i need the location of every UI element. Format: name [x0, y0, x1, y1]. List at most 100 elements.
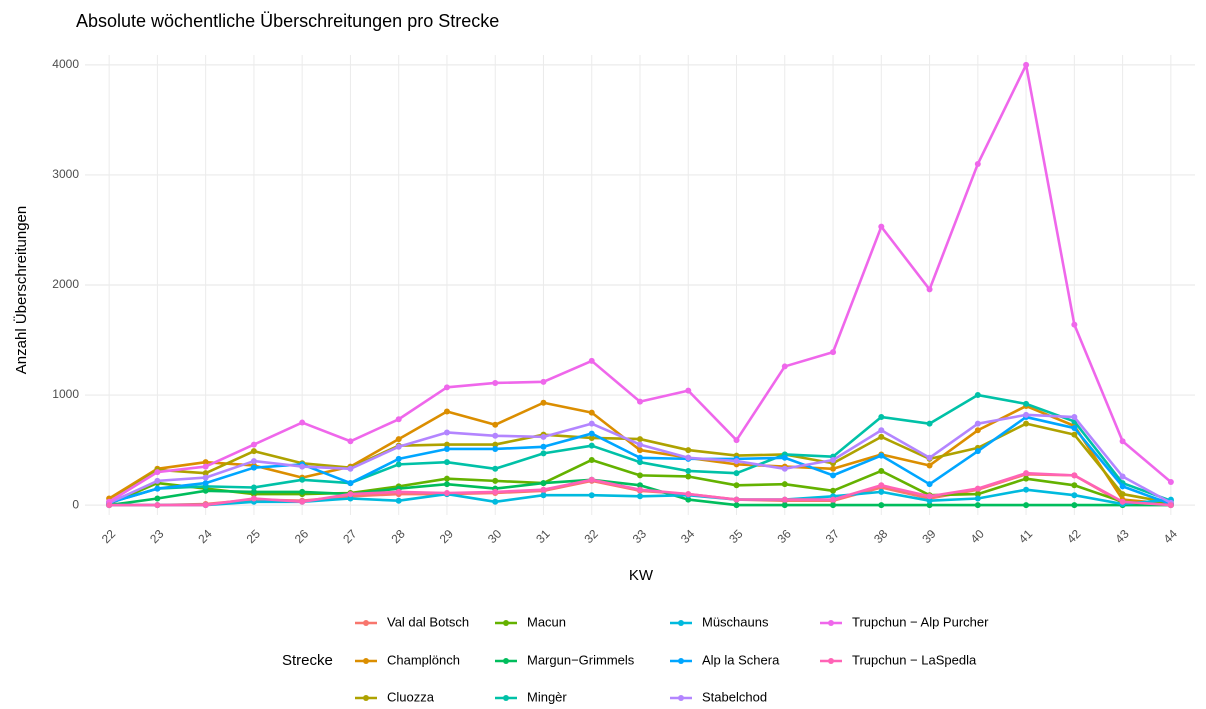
data-point — [878, 467, 885, 474]
data-point — [443, 429, 450, 436]
data-point — [685, 473, 692, 480]
data-point — [878, 433, 885, 440]
data-point — [395, 455, 402, 462]
x-tick-label: 29 — [437, 527, 457, 547]
data-point — [250, 495, 257, 502]
data-point — [1071, 414, 1078, 421]
data-point — [154, 485, 161, 492]
data-point — [637, 441, 643, 448]
data-point — [733, 458, 740, 465]
data-point — [1167, 478, 1174, 485]
legend-label: Trupchun − Alp Purcher — [852, 614, 989, 629]
data-point — [685, 454, 692, 461]
data-point — [347, 491, 354, 498]
data-point — [299, 488, 306, 495]
data-point — [637, 493, 643, 500]
data-point — [878, 482, 885, 489]
y-axis-title: Anzahl Überschreitungen — [12, 206, 30, 374]
data-point — [781, 481, 788, 488]
data-point — [637, 454, 643, 461]
data-point — [395, 461, 402, 468]
legend-label: Margun−Grimmels — [527, 652, 635, 667]
data-point — [1023, 470, 1030, 477]
data-point — [202, 474, 209, 481]
data-point — [492, 465, 499, 472]
data-point — [830, 487, 837, 494]
data-point — [1023, 502, 1030, 509]
data-point — [781, 465, 788, 472]
data-point — [492, 498, 499, 505]
data-point — [926, 420, 933, 427]
data-point — [540, 433, 547, 440]
data-point — [540, 378, 547, 385]
x-tick-label: 24 — [195, 527, 215, 547]
data-point — [588, 476, 595, 483]
legend-label: Val dal Botsch — [387, 614, 469, 629]
legend-swatch-dot — [503, 658, 509, 664]
data-point — [926, 286, 933, 293]
data-point — [1119, 491, 1126, 498]
y-tick-label: 4000 — [52, 57, 79, 71]
data-point — [1023, 420, 1030, 427]
data-point — [540, 450, 547, 457]
data-point — [588, 492, 595, 499]
data-point — [540, 480, 547, 487]
data-point — [926, 481, 933, 488]
data-point — [685, 491, 692, 498]
data-point — [443, 445, 450, 452]
data-point — [492, 432, 499, 439]
data-point — [1071, 472, 1078, 479]
data-point — [250, 458, 257, 465]
data-point — [492, 379, 499, 386]
data-point — [733, 482, 740, 489]
data-point — [1071, 482, 1078, 489]
data-point — [878, 452, 885, 459]
y-tick-label: 2000 — [52, 277, 79, 291]
data-point — [878, 502, 885, 509]
data-point — [878, 427, 885, 434]
data-point — [1071, 425, 1078, 432]
data-point — [154, 469, 161, 476]
data-point — [492, 488, 499, 495]
data-point — [202, 463, 209, 470]
x-tick-label: 27 — [340, 527, 360, 547]
x-tick-label: 23 — [147, 527, 167, 547]
data-point — [202, 480, 209, 487]
data-point — [443, 481, 450, 488]
data-point — [395, 436, 402, 443]
x-tick-label: 34 — [678, 527, 698, 547]
data-point — [830, 349, 837, 356]
legend-swatch-dot — [363, 620, 369, 626]
data-point — [1023, 400, 1030, 407]
data-point — [926, 462, 933, 469]
data-point — [878, 488, 885, 495]
data-point — [685, 496, 692, 503]
data-point — [926, 493, 933, 500]
data-point — [347, 465, 354, 472]
data-point — [637, 436, 643, 443]
data-point — [395, 443, 402, 450]
x-tick-label: 32 — [581, 527, 601, 547]
data-point — [443, 408, 450, 415]
x-tick-label: 44 — [1161, 527, 1181, 547]
data-point — [637, 482, 643, 489]
x-tick-label: 38 — [871, 527, 891, 547]
legend-swatch-dot — [363, 658, 369, 664]
data-point — [250, 488, 257, 495]
legend-label: Trupchun − LaSpedla — [852, 652, 977, 667]
data-point — [492, 421, 499, 428]
legend-title: Strecke — [282, 652, 333, 669]
data-point — [395, 497, 402, 504]
legend-swatch-dot — [363, 695, 369, 701]
data-point — [781, 454, 788, 461]
data-point — [395, 416, 402, 423]
data-point — [1119, 498, 1126, 505]
data-point — [1023, 486, 1030, 493]
data-point — [637, 459, 643, 466]
x-tick-label: 28 — [388, 527, 408, 547]
data-point — [1119, 483, 1126, 490]
legend-swatch-dot — [828, 658, 834, 664]
data-point — [1071, 431, 1078, 438]
data-point — [299, 476, 306, 483]
